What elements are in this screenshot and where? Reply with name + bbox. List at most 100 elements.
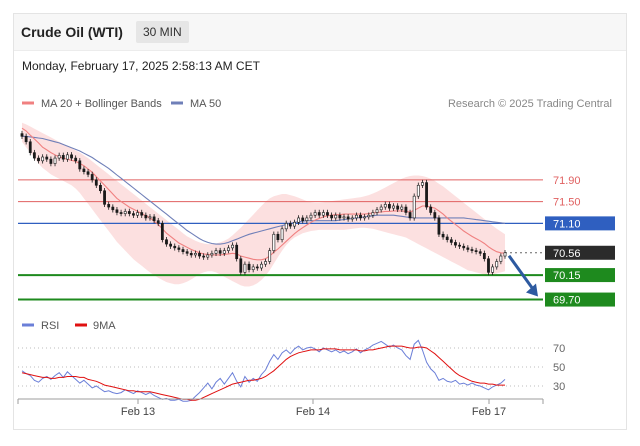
chart-header: Crude Oil (WTI) 30 MIN — [14, 14, 626, 51]
candle-body — [57, 155, 61, 159]
candle-body — [408, 212, 412, 219]
candle-body — [115, 209, 119, 213]
support-label-box-5 — [545, 292, 615, 307]
candle-body — [45, 156, 49, 160]
candle-body — [412, 195, 416, 219]
candle-body — [375, 209, 379, 213]
candle-body — [264, 261, 267, 265]
candle-body — [363, 216, 367, 219]
ma50-legend-label: MA 50 — [190, 98, 221, 110]
candle-body — [148, 216, 152, 219]
rsi-tick-50: 50 — [553, 362, 565, 374]
candle-body — [239, 258, 243, 273]
candle-body — [160, 223, 164, 241]
candle-body — [293, 221, 296, 227]
candle-body — [127, 211, 131, 214]
candle-body — [309, 214, 313, 219]
current-label-3: 70.56 — [553, 248, 581, 260]
candle-body — [90, 174, 94, 181]
candle-body — [478, 251, 482, 254]
candle-body — [297, 217, 300, 223]
candle-body — [404, 206, 408, 213]
support-label-box-4 — [545, 268, 615, 283]
candle-body — [227, 247, 230, 251]
candle-body — [243, 263, 247, 273]
candle-body — [317, 212, 321, 216]
ma50-line — [22, 135, 506, 245]
candle-body — [198, 253, 201, 257]
bollinger-band — [22, 122, 505, 287]
candle-body — [474, 250, 478, 252]
candle-body — [231, 244, 234, 249]
candle-body — [429, 206, 433, 213]
candle-body — [359, 214, 362, 219]
candle-body — [462, 245, 466, 249]
candle-body — [218, 250, 222, 254]
candle-body — [321, 212, 325, 216]
candle-body — [487, 258, 490, 273]
candle-body — [272, 233, 276, 251]
pivot-label-box-2 — [545, 216, 615, 231]
candle-body — [206, 254, 210, 258]
ma20-legend-label: MA 20 + Bollinger Bands — [41, 98, 162, 110]
timestamp: Monday, February 17, 2025 2:58:13 AM CET — [22, 59, 260, 73]
current-label-box-3 — [545, 245, 615, 260]
candle-body — [99, 184, 102, 192]
x-tick-label: Feb 17 — [472, 406, 506, 418]
candle-body — [189, 253, 193, 256]
candle-body — [20, 133, 24, 137]
candle-body — [181, 249, 185, 252]
candle-body — [132, 213, 135, 216]
candle-body — [499, 255, 503, 262]
candle-body — [156, 220, 160, 224]
candle-body — [491, 266, 495, 273]
candle-body — [301, 217, 305, 221]
candle-body — [437, 217, 441, 235]
candle-body — [53, 157, 57, 164]
candle-body — [193, 253, 197, 256]
candle-body — [445, 236, 449, 241]
candle-body — [346, 216, 350, 220]
interval-button[interactable]: 30 MIN — [136, 21, 189, 43]
support-label-4: 70.15 — [553, 270, 581, 282]
candle-body — [24, 136, 28, 143]
candle-body — [392, 205, 395, 209]
candle-body — [255, 266, 259, 269]
candle-body — [49, 158, 53, 164]
candle-body — [32, 152, 36, 159]
candle-body — [103, 190, 106, 205]
candle-body — [136, 212, 139, 216]
rsi-line — [21, 339, 506, 402]
candle-body — [470, 249, 474, 251]
candle-body — [383, 204, 387, 208]
forecast-arrow-shaft — [507, 254, 536, 292]
candle-body — [379, 206, 383, 211]
candle-body — [86, 171, 90, 175]
candle-body — [214, 250, 218, 254]
candle-body — [421, 182, 424, 186]
candle-body — [441, 233, 445, 238]
rsi-legend-label: RSI — [41, 320, 59, 332]
candle-body — [305, 217, 309, 221]
x-tick-label: Feb 13 — [121, 406, 155, 418]
candle-body — [173, 245, 177, 249]
candle-body — [466, 247, 470, 250]
candle-body — [458, 244, 461, 247]
candle-body — [276, 233, 280, 241]
candle-body — [165, 239, 168, 245]
candle-body — [342, 216, 346, 219]
candle-body — [247, 263, 251, 270]
instrument-title: Crude Oil (WTI) — [21, 24, 123, 40]
candle-body — [454, 242, 457, 246]
candle-body — [202, 255, 206, 258]
candle-body — [144, 214, 148, 219]
candle-body — [330, 214, 334, 219]
research-credit: Research © 2025 Trading Central — [448, 98, 612, 110]
candle-body — [268, 250, 272, 262]
candle-body — [313, 212, 317, 216]
x-tick-label: Feb 14 — [296, 406, 330, 418]
candle-body — [425, 182, 428, 208]
candle-body — [123, 211, 127, 214]
candle-body — [41, 156, 45, 162]
